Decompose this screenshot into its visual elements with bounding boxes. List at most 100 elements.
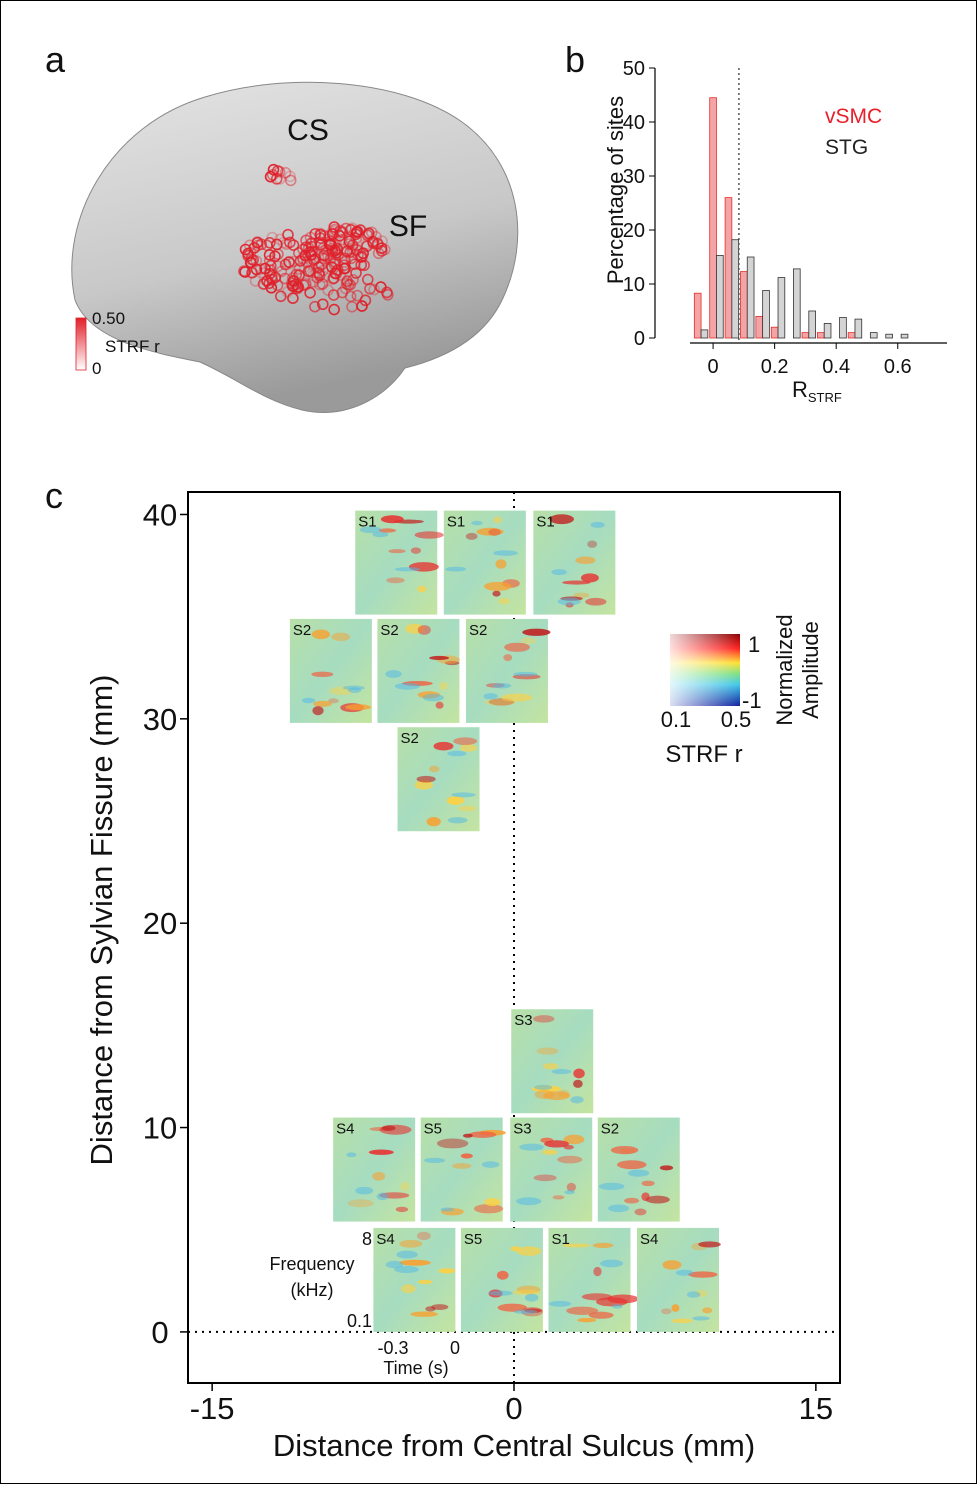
colorbar-label: Normalized xyxy=(772,614,797,725)
bar xyxy=(808,310,816,339)
electrode xyxy=(292,281,304,293)
electrode xyxy=(287,292,299,305)
bar xyxy=(900,333,909,339)
tile-texture xyxy=(551,1069,572,1075)
tile-texture xyxy=(462,1133,473,1138)
electrode xyxy=(271,279,284,292)
tile-texture xyxy=(580,573,599,583)
tile-texture xyxy=(385,1260,404,1269)
colorbar-tick: -1 xyxy=(742,688,762,713)
bar xyxy=(755,315,764,339)
electrode xyxy=(284,170,296,183)
tile-texture xyxy=(610,1145,639,1155)
tile-texture xyxy=(395,1206,409,1213)
tile-texture xyxy=(422,693,444,702)
electrode xyxy=(367,235,379,248)
electrode xyxy=(263,237,276,249)
tile-texture xyxy=(645,1195,670,1204)
electrode xyxy=(313,269,326,282)
tile-texture xyxy=(445,566,467,572)
colorbar-fade xyxy=(670,634,740,706)
tile-texture xyxy=(503,654,513,662)
tile-texture xyxy=(548,1300,572,1307)
tile-texture xyxy=(400,1181,410,1192)
tile-label: S3 xyxy=(513,1121,531,1138)
tile-texture xyxy=(440,1207,454,1212)
tile-label: S4 xyxy=(640,1231,658,1248)
y-axis-label: Percentage of sites xyxy=(603,96,628,284)
bar xyxy=(777,277,786,339)
strf-tile: S5 xyxy=(460,1227,544,1332)
tile-texture xyxy=(513,671,538,677)
tile-texture xyxy=(549,514,574,525)
tile-texture xyxy=(414,780,434,790)
strf-tile: S4 xyxy=(373,1227,456,1332)
tile-texture xyxy=(433,741,454,751)
electrode xyxy=(293,263,306,275)
tile-texture xyxy=(436,1138,469,1149)
tile-texture xyxy=(426,817,441,827)
strf-tile: S2 xyxy=(377,618,460,723)
electrode xyxy=(341,275,353,287)
electrode xyxy=(318,252,330,265)
tile-label: S2 xyxy=(601,1121,619,1138)
tile-texture xyxy=(401,1284,416,1294)
electrode xyxy=(255,238,268,251)
tile-texture xyxy=(399,1259,431,1266)
electrode xyxy=(287,271,299,284)
tile-texture xyxy=(587,540,598,548)
x-axis-label: Distance from Central Sulcus (mm) xyxy=(273,1428,755,1463)
y-tick-label: 30 xyxy=(143,702,177,737)
electrode xyxy=(279,258,292,271)
electrode xyxy=(361,273,374,286)
electrode xyxy=(338,262,351,275)
tile-texture xyxy=(500,693,533,702)
tile-texture xyxy=(557,597,581,606)
x-axis-label: RSTRF xyxy=(792,377,842,405)
electrode xyxy=(368,283,380,296)
y-tick-label: 10 xyxy=(143,1111,177,1146)
electrode xyxy=(331,244,343,256)
colorbar-tick: 0 xyxy=(92,359,101,378)
tile-texture xyxy=(702,1307,713,1314)
tile-texture xyxy=(394,567,420,572)
inset-tick: 8 xyxy=(362,1229,372,1249)
colorbar-label: Amplitude xyxy=(798,621,823,719)
electrode xyxy=(282,228,294,241)
tile-texture xyxy=(452,1163,472,1169)
electrode xyxy=(271,165,284,177)
tile-texture xyxy=(438,1268,456,1274)
tile-texture xyxy=(624,1197,640,1204)
tile-texture xyxy=(516,1246,542,1256)
electrode xyxy=(287,239,300,251)
tile-texture xyxy=(588,1311,614,1319)
tile-texture xyxy=(431,1304,449,1311)
panel-label: c xyxy=(45,475,63,516)
electrode xyxy=(304,238,317,250)
tile-label: S1 xyxy=(551,1231,569,1248)
tile-label: S2 xyxy=(469,622,487,639)
tile-texture xyxy=(598,1182,625,1191)
electrode xyxy=(350,267,362,279)
tile-texture xyxy=(524,1293,539,1302)
tile-texture xyxy=(471,520,483,526)
electrode xyxy=(309,300,321,313)
tile-texture xyxy=(493,550,518,556)
tile-texture xyxy=(520,637,537,645)
tile-texture xyxy=(484,581,512,591)
tile-texture xyxy=(533,1015,555,1023)
tile-texture xyxy=(590,521,605,528)
tile-texture xyxy=(453,737,478,746)
bar xyxy=(839,317,847,339)
tile-texture xyxy=(368,1149,394,1155)
tile-texture xyxy=(557,1155,583,1164)
tile-texture xyxy=(573,1068,585,1079)
tile-label: S1 xyxy=(536,514,554,531)
electrode xyxy=(375,245,388,257)
tile-label: S3 xyxy=(514,1012,532,1029)
tile-texture xyxy=(577,1317,597,1323)
tile-texture xyxy=(355,1186,374,1195)
strf-tile: S2 xyxy=(289,618,372,723)
tile-texture xyxy=(394,1265,419,1274)
electrode xyxy=(328,303,340,316)
